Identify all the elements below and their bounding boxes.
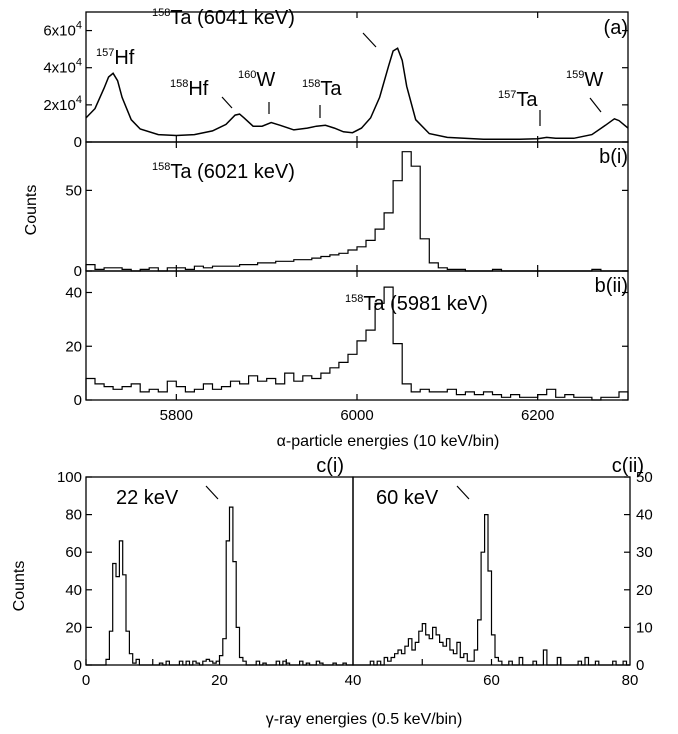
histogram-c-ii xyxy=(353,514,630,666)
data-marks xyxy=(85,47,630,666)
anno-w159: 159W xyxy=(566,69,603,91)
panel-label-a: (a) xyxy=(604,17,628,39)
histogram-b-ii xyxy=(85,286,629,401)
y-tick-label: 60 xyxy=(65,544,82,561)
anno-w160: 160W xyxy=(238,69,275,91)
panel-frame xyxy=(85,11,629,143)
axis-ticks xyxy=(85,12,630,666)
x-tick-label: 6000 xyxy=(340,407,373,424)
y-tick-label: 50 xyxy=(636,469,653,486)
y-tick-label: 80 xyxy=(65,507,82,524)
anno-hf157: 157Hf xyxy=(96,47,135,69)
x-tick-label: 80 xyxy=(622,672,639,689)
x-tick-label: 20 xyxy=(211,672,228,689)
annotation-leaders xyxy=(205,32,602,500)
anno-ta157: 157Ta xyxy=(498,89,538,111)
y-tick-label: 0 xyxy=(636,657,644,674)
y-tick-label: 40 xyxy=(65,582,82,599)
y-tick-label: 2x104 xyxy=(43,94,82,114)
panel-label-cii: c(ii) xyxy=(612,455,644,477)
anno-ci: 22 keV xyxy=(116,487,179,509)
y-tick-label: 0 xyxy=(74,263,82,280)
y-tick-label: 20 xyxy=(65,619,82,636)
y-tick-label: 0 xyxy=(74,134,82,151)
x-tick-label: 40 xyxy=(345,672,362,689)
anno-ta158: 158Ta xyxy=(302,78,342,100)
ylabel-c: Counts xyxy=(11,561,28,612)
y-tick-label: 0 xyxy=(74,657,82,674)
xlabel-gamma: γ-ray energies (0.5 keV/bin) xyxy=(266,711,463,728)
anno-hf158: 158Hf xyxy=(170,78,209,100)
anno-cii: 60 keV xyxy=(376,487,439,509)
panel-frames xyxy=(85,11,631,666)
anno-bii: 158Ta (5981 keV) xyxy=(345,293,488,315)
y-tick-label: 50 xyxy=(65,182,82,199)
anno-bi: 158Ta (6021 keV) xyxy=(152,161,295,183)
panel-label-ci: c(i) xyxy=(316,455,344,477)
y-tick-label: 4x104 xyxy=(43,57,82,77)
histogram-b-i xyxy=(85,151,628,272)
y-tick-label: 20 xyxy=(636,582,653,599)
y-tick-label: 30 xyxy=(636,544,653,561)
y-tick-label: 10 xyxy=(636,619,653,636)
ylabel-b: Counts xyxy=(23,185,40,236)
leader-w159 xyxy=(589,97,602,113)
y-tick-label: 40 xyxy=(65,285,82,302)
panel-label-bii: b(ii) xyxy=(595,275,628,297)
y-tick-label: 100 xyxy=(57,469,82,486)
y-tick-label: 20 xyxy=(65,338,82,355)
histogram-c-i xyxy=(86,506,353,666)
leader-ci xyxy=(205,485,219,500)
leader-ta158-main xyxy=(362,32,377,48)
y-tick-label: 6x104 xyxy=(43,20,82,40)
y-tick-label: 40 xyxy=(636,507,653,524)
xlabel-alpha: α-particle energies (10 keV/bin) xyxy=(277,433,500,450)
y-tick-label: 0 xyxy=(74,392,82,409)
x-tick-label: 5800 xyxy=(160,407,193,424)
spectrum-line-a xyxy=(85,47,629,140)
leader-hf158 xyxy=(221,96,233,109)
x-tick-label: 60 xyxy=(483,672,500,689)
x-tick-label: 6200 xyxy=(521,407,554,424)
anno-ta158-main: 158Ta (6041 keV) xyxy=(152,7,295,29)
leader-cii xyxy=(456,485,470,500)
x-tick-label: 0 xyxy=(82,672,90,689)
panel-label-bi: b(i) xyxy=(599,146,628,168)
